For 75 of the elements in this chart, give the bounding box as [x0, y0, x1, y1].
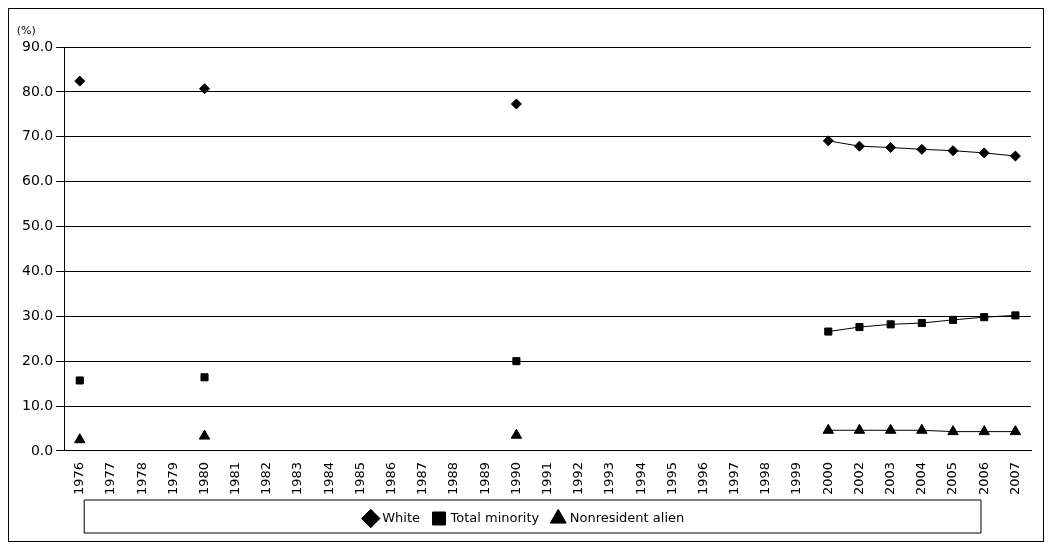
x-tick-label: 1978 [133, 461, 149, 496]
point [512, 357, 521, 366]
x-tick-label: 1981 [227, 461, 243, 496]
y-tick-label: 90.0 [22, 37, 54, 54]
point [853, 140, 865, 152]
x-tick-label: 2006 [975, 461, 991, 496]
y-tick-label: 20.0 [22, 351, 54, 368]
point [978, 147, 990, 159]
x-tick-label: 1983 [289, 461, 305, 496]
point [510, 98, 522, 110]
point [980, 313, 989, 322]
x-tick-label: 1976 [71, 461, 87, 496]
point [947, 145, 959, 157]
x-tick-label: 1985 [351, 461, 367, 496]
point [199, 83, 211, 95]
point [198, 429, 211, 440]
y-tick-label: 10.0 [22, 396, 54, 413]
point [978, 425, 990, 436]
x-tick-label: 1987 [414, 461, 430, 496]
point [885, 142, 897, 154]
point [74, 75, 86, 87]
x-tick-label: 1990 [507, 461, 523, 496]
x-tick-label: 1986 [383, 461, 399, 496]
y-tick-label: 0.0 [30, 441, 54, 458]
x-tick-label: 1989 [476, 461, 492, 496]
x-tick-label: 2002 [850, 461, 866, 496]
point [853, 423, 866, 434]
y-tick-label: 60.0 [22, 172, 54, 189]
point [1009, 425, 1022, 436]
x-tick-label: 1980 [195, 461, 211, 496]
y-tick-label: 70.0 [22, 127, 54, 144]
y-tick-label: 80.0 [22, 82, 54, 99]
x-tick-label: 1998 [757, 461, 773, 496]
x-tick-label: 2004 [913, 461, 929, 496]
x-tick-label: 1993 [601, 461, 617, 496]
y-tick-label: 50.0 [22, 217, 54, 234]
x-tick-label: 1982 [258, 461, 274, 496]
x-tick-label: 1996 [694, 461, 710, 496]
point [948, 315, 958, 324]
point [822, 135, 834, 147]
point [916, 423, 928, 434]
point [822, 423, 834, 434]
x-tick-label: 1994 [632, 461, 648, 496]
y-tick-label: 30.0 [22, 306, 54, 323]
point [1009, 150, 1021, 162]
x-tick-label: 1995 [663, 461, 679, 496]
x-tick-label: 1997 [726, 461, 742, 496]
point [855, 323, 864, 332]
point [75, 376, 84, 385]
x-tick-label: 2000 [819, 461, 835, 496]
y-axis-title: (%) [16, 23, 36, 37]
x-tick-label: 2007 [1006, 461, 1022, 496]
point [947, 425, 959, 436]
point [916, 143, 928, 155]
x-tick-label: 2003 [882, 461, 898, 496]
point [200, 373, 209, 382]
x-tick-label: 1979 [164, 461, 180, 496]
point [917, 318, 926, 328]
point [884, 423, 897, 434]
x-tick-label: 1984 [320, 461, 336, 496]
legend-label: White [382, 509, 421, 525]
point [510, 428, 523, 439]
point [824, 327, 833, 336]
point [74, 433, 86, 444]
x-tick-label: 1977 [102, 461, 118, 496]
x-tick-label: 1999 [788, 461, 804, 496]
point [886, 320, 895, 329]
x-tick-label: 1992 [570, 461, 586, 496]
x-tick-label: 2005 [944, 461, 960, 496]
legend-label: Nonresident alien [569, 509, 685, 525]
y-tick-label: 40.0 [22, 262, 54, 279]
x-tick-label: 1991 [538, 461, 554, 496]
x-tick-label: 1988 [445, 461, 461, 496]
legend-label: Total minority [449, 509, 540, 525]
point [1011, 311, 1020, 320]
